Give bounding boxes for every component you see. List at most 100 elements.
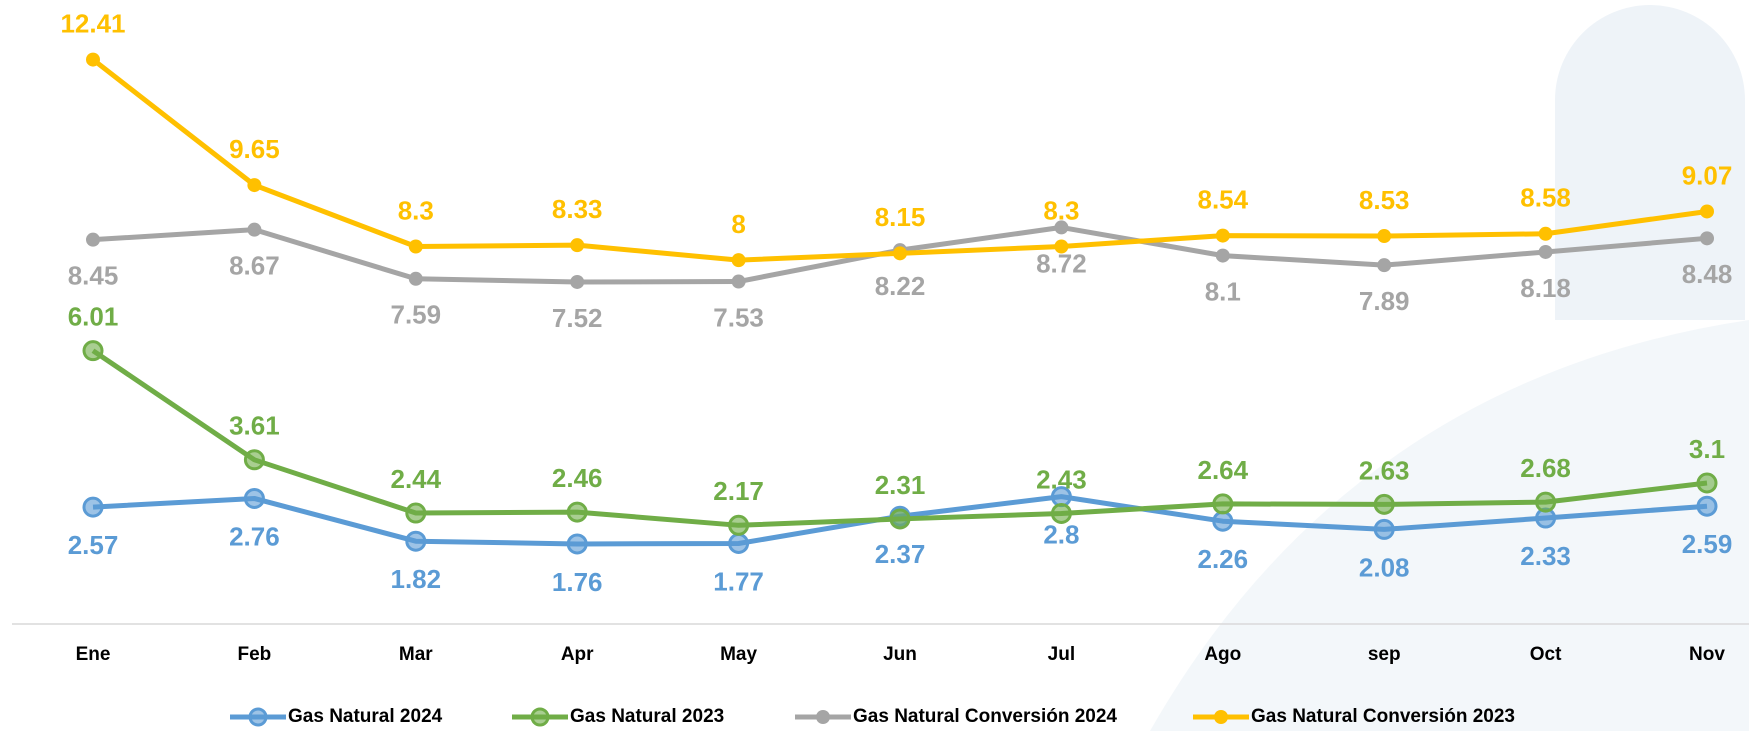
marker: [1700, 231, 1714, 246]
legend-label: Gas Natural Conversión 2024: [853, 706, 1117, 727]
x-tick-label: Jun: [883, 644, 917, 665]
data-label: 2.68: [1520, 453, 1571, 483]
data-label: 2.37: [875, 539, 926, 569]
marker: [728, 514, 750, 536]
x-tick-label: Oct: [1530, 644, 1562, 665]
marker: [893, 246, 907, 261]
data-label: 2.63: [1359, 455, 1410, 485]
data-label: 2.08: [1359, 552, 1410, 582]
data-label: 7.53: [713, 302, 764, 332]
data-label: 8.3: [1043, 195, 1079, 225]
legend-item: Gas Natural 2023: [512, 706, 724, 727]
marker: [889, 508, 911, 530]
legend-marker: [1214, 710, 1228, 724]
data-label: 7.52: [552, 303, 603, 333]
legend-item: Gas Natural 2024: [230, 706, 443, 727]
marker: [731, 274, 746, 289]
marker: [570, 238, 585, 253]
data-label: 2.76: [229, 521, 280, 551]
marker: [1212, 510, 1234, 532]
marker: [1696, 495, 1718, 517]
data-label: 2.26: [1197, 544, 1248, 574]
marker: [566, 533, 588, 555]
marker: [1215, 228, 1230, 243]
marker: [728, 532, 750, 554]
x-tick-label: Nov: [1689, 644, 1725, 665]
data-label: 8.48: [1682, 259, 1733, 289]
data-label: 2.64: [1197, 455, 1248, 485]
data-label: 8.22: [875, 271, 926, 301]
legend-label: Gas Natural 2024: [288, 706, 443, 727]
marker: [1377, 229, 1392, 244]
data-label: 8.54: [1197, 184, 1248, 214]
data-label: 2.59: [1682, 529, 1733, 559]
data-label: 2.31: [875, 470, 926, 500]
data-label: 8.58: [1520, 183, 1571, 213]
data-label: 2.57: [68, 530, 119, 560]
data-label: 8.3: [398, 195, 434, 225]
x-tick-label: sep: [1368, 644, 1401, 665]
marker: [1538, 226, 1553, 241]
marker: [1700, 204, 1714, 219]
data-label: 1.77: [713, 566, 764, 596]
watermark: [1150, 5, 1749, 731]
marker: [243, 487, 265, 509]
x-tick-label: Feb: [238, 644, 272, 665]
x-tick-label: May: [720, 644, 757, 665]
data-label: 6.01: [68, 302, 119, 332]
data-label: 12.41: [60, 8, 125, 38]
marker: [566, 501, 588, 523]
marker: [405, 530, 427, 552]
marker: [82, 496, 104, 518]
data-label: 8.18: [1520, 273, 1571, 303]
data-label: 3.61: [229, 411, 280, 441]
marker: [570, 274, 585, 289]
data-label: 9.07: [1682, 160, 1733, 190]
legend-marker: [530, 707, 550, 727]
x-tick-label: Apr: [561, 644, 594, 665]
data-label: 2.33: [1520, 541, 1571, 571]
marker: [1212, 493, 1234, 515]
legend-label: Gas Natural Conversión 2023: [1251, 706, 1515, 727]
marker: [1377, 258, 1392, 273]
marker: [405, 502, 427, 524]
x-tick-label: Jul: [1048, 644, 1075, 665]
marker: [247, 222, 262, 237]
data-label: 2.44: [390, 464, 441, 494]
marker: [1054, 220, 1069, 235]
marker: [1538, 244, 1553, 259]
marker: [1696, 472, 1718, 494]
legend-marker: [248, 707, 268, 727]
data-label: 9.65: [229, 134, 280, 164]
marker: [243, 449, 265, 471]
marker: [1054, 239, 1069, 254]
marker: [1050, 502, 1072, 524]
x-tick-label: Mar: [399, 644, 433, 665]
data-label: 8.1: [1205, 276, 1241, 306]
marker: [82, 340, 104, 362]
data-label: 8: [731, 209, 745, 239]
marker: [86, 232, 100, 247]
data-label: 8.45: [68, 261, 119, 291]
marker: [247, 178, 262, 193]
marker: [1535, 491, 1557, 513]
data-label: 8.33: [552, 194, 603, 224]
legend-label: Gas Natural 2023: [570, 706, 724, 727]
marker: [1215, 248, 1230, 263]
data-label: 1.82: [390, 564, 441, 594]
marker: [408, 239, 423, 254]
marker: [1373, 493, 1395, 515]
marker: [408, 271, 423, 286]
data-label: 7.59: [390, 300, 441, 330]
data-label: 2.8: [1043, 520, 1079, 550]
data-label: 2.17: [713, 476, 764, 506]
x-tick-label: Ene: [76, 644, 111, 665]
data-label: 1.76: [552, 567, 603, 597]
data-label: 3.1: [1689, 434, 1725, 464]
legend-marker: [816, 710, 830, 724]
x-tick-label: Ago: [1204, 644, 1241, 665]
legend-item: Gas Natural Conversión 2023: [1193, 706, 1515, 727]
data-label: 2.43: [1036, 464, 1087, 494]
legend-item: Gas Natural Conversión 2024: [795, 706, 1117, 727]
